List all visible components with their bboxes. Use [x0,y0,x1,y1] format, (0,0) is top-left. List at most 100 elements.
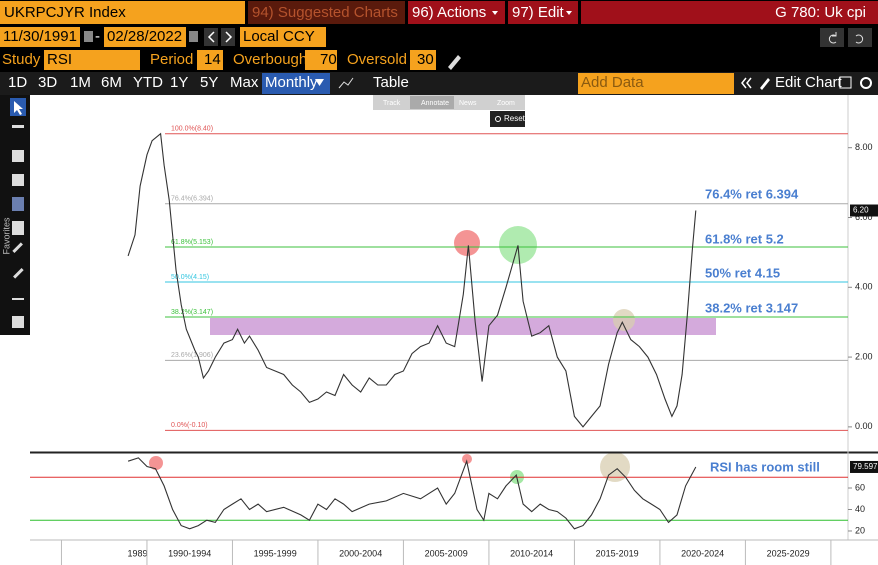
range-button[interactable]: 1D [8,74,27,91]
range-button[interactable]: 5Y [200,74,218,91]
range-button[interactable]: 1M [70,74,91,91]
date-separator: - [95,28,100,45]
page-title: G 780: Uk cpi [775,4,866,21]
edit-icon [760,78,770,90]
calendar-icon[interactable] [84,31,93,42]
fib-level-label: 100.0%(8.40) [171,126,213,133]
prev-button[interactable] [204,28,218,46]
next-button[interactable] [221,28,235,46]
last-value-box [850,460,878,473]
chart-type-icon[interactable] [338,77,354,89]
annotation: 61.8% ret 5.2 [705,231,784,246]
x-tick-label: 2025-2029 [767,548,810,558]
ticker-field[interactable] [0,1,245,24]
tool-icon[interactable] [12,316,24,328]
study-label: Study [2,51,41,68]
tool-icon[interactable] [12,197,24,211]
period-field[interactable] [197,50,223,70]
last-value-box [850,204,878,217]
annotation-circle [462,454,472,464]
collapse-icon[interactable] [741,77,752,89]
chart-tool[interactable]: Track [383,100,401,107]
annotation-circle [499,226,537,264]
y-tick-label: 6.00 [855,212,873,222]
tool-icon[interactable] [13,268,24,279]
range-bar [0,72,878,95]
x-tick-label: 1995-1999 [254,548,297,558]
tool-icon[interactable] [12,125,24,128]
calendar-icon[interactable] [189,31,198,42]
range-button[interactable]: Max [230,74,259,91]
sidebar-tools[interactable] [12,125,24,328]
oversold-label: Oversold [347,51,407,68]
x-tick-label: 2000-2004 [339,548,382,558]
end-date-field[interactable] [104,27,186,47]
tool-icon[interactable] [12,221,24,235]
study: RSI [47,51,72,68]
chart-tool[interactable]: Zoom [497,100,515,107]
gear-icon[interactable] [860,77,872,89]
edit-chart-button[interactable]: Edit Chart [775,74,843,91]
reset-label: Reset [504,114,526,123]
annotation: 50% ret 4.15 [705,265,780,280]
chart-tool[interactable]: Annotate [421,100,449,107]
annotation-circle [454,230,480,256]
oversold-field[interactable] [410,50,436,70]
x-tick-label: 2010-2014 [510,548,553,558]
period: 14 [204,51,221,68]
reset-button[interactable] [490,111,525,127]
redo-button[interactable] [848,28,872,47]
table-button[interactable]: Table [373,74,409,91]
currency-field[interactable] [240,27,326,47]
y-tick-label: 20 [855,525,865,535]
end-date: 02/28/2022 [107,28,182,45]
dropdown-icon [566,11,572,15]
highlight-band [210,318,716,335]
range-button[interactable]: 1Y [170,74,188,91]
range-button[interactable]: 6M [101,74,122,91]
range-button[interactable]: 3D [38,74,57,91]
sidebar-label: Favorites [1,217,11,255]
pointer-icon [14,101,23,115]
tool-icon[interactable] [12,174,24,186]
y-tick-label: 2.00 [855,351,873,361]
dropdown-icon [492,11,498,15]
tool-icon[interactable] [12,150,24,162]
fib-level-label: 61.8%(5.153) [171,239,213,246]
sidebar [0,95,30,335]
y-tick-label: 8.00 [855,142,873,152]
annotation-circle [149,456,163,470]
add-data-field[interactable] [578,73,734,94]
overbought-field[interactable] [305,50,337,70]
undo-redo-icons [828,32,864,44]
tool-icon[interactable] [12,298,24,300]
range-button[interactable]: YTD [133,74,163,91]
tool-icon[interactable] [12,242,23,253]
x-tick-label: 2020-2024 [681,548,724,558]
edit-button[interactable] [508,1,578,24]
fib-level-label: 0.0%(-0.10) [171,422,208,429]
period-label: Period [150,51,193,68]
currency: Local CCY [243,28,315,45]
fib-level-label: 23.6%(1.906) [171,352,213,359]
annotation: RSI has room still [710,459,820,474]
overbought-label: Overbought [233,51,312,68]
actions-button[interactable] [408,1,505,24]
settings-icon[interactable] [839,76,852,89]
overbought: 70 [320,51,337,68]
series-line [127,457,697,530]
page-title-bar [581,1,878,24]
pencil-icon[interactable] [448,55,461,70]
y-tick-label: 40 [855,504,865,514]
undo-button[interactable] [820,28,844,47]
study-field[interactable] [44,50,140,70]
chart-tool[interactable]: News [459,100,477,107]
start-date-field[interactable] [0,27,80,47]
active-tool [410,96,454,109]
frequency-button[interactable] [262,73,330,94]
suggested-button[interactable] [248,1,405,24]
annotation-circle [613,309,635,331]
arrow-icons [207,31,233,43]
y-tick-label: 0.00 [855,421,873,431]
